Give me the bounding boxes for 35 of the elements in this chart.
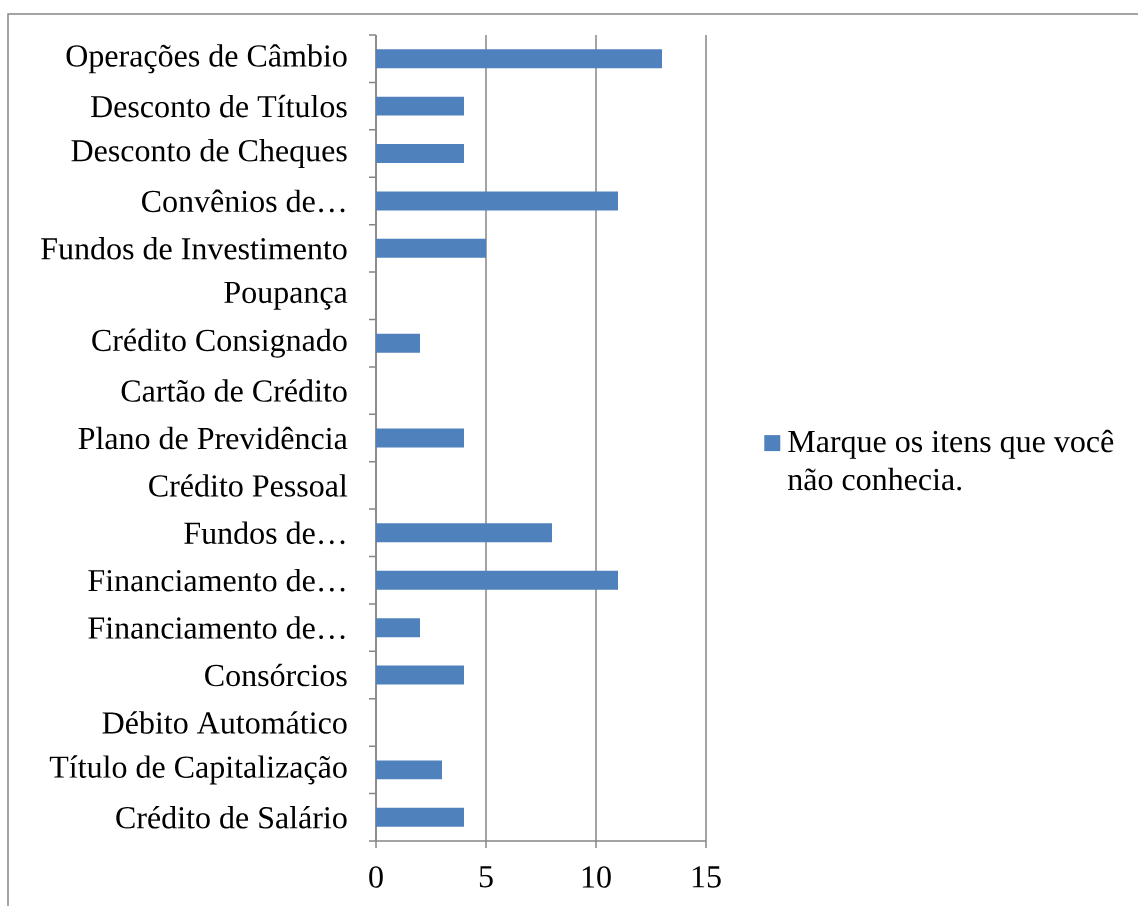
y-tick-label: Plano de Previdência xyxy=(78,426,348,450)
y-tick-label: Débito Automático xyxy=(102,711,347,734)
y-tick-label: Desconto de Cheques xyxy=(71,139,347,169)
y-tick-label: Crédito Consignado xyxy=(92,328,347,358)
x-tick-label: 0 xyxy=(369,866,383,888)
bar xyxy=(376,570,618,590)
y-tick-label: Financiamento de… xyxy=(88,568,345,592)
bar xyxy=(376,49,662,69)
y-tick-label: Operações de Câmbio xyxy=(66,44,347,74)
bar xyxy=(376,618,420,638)
y-tick-label: Cartão de Crédito xyxy=(121,379,347,402)
bar xyxy=(376,238,486,258)
bar xyxy=(376,428,464,448)
y-tick-label: Título de Capitalização xyxy=(49,755,347,785)
y-tick-label: Consórcios xyxy=(205,663,347,687)
bar xyxy=(376,191,618,211)
y-tick-label: Convênios de… xyxy=(142,189,345,213)
y-tick-label: Desconto de Títulos xyxy=(90,94,347,118)
bar xyxy=(376,333,420,353)
x-tick-label: 5 xyxy=(479,866,493,888)
bar xyxy=(376,807,464,827)
y-tick-label: Financiamento de… xyxy=(88,616,345,639)
y-tick-label: Crédito Pessoal xyxy=(149,474,348,497)
bar xyxy=(376,760,442,780)
y-tick-label: Crédito de Salário xyxy=(116,806,347,829)
y-tick-label: Fundos de… xyxy=(184,521,345,545)
y-tick-label: Poupança xyxy=(224,281,348,310)
y-tick-label: Fundos de Investimento xyxy=(41,237,347,260)
bar xyxy=(376,523,552,543)
x-tick-label: 15 xyxy=(692,866,721,888)
bar xyxy=(376,96,464,116)
legend-label: Marque os itens que você não conhecia. xyxy=(788,429,1114,491)
x-tick-label: 10 xyxy=(582,866,611,888)
bar xyxy=(376,144,464,163)
bar xyxy=(376,665,464,685)
